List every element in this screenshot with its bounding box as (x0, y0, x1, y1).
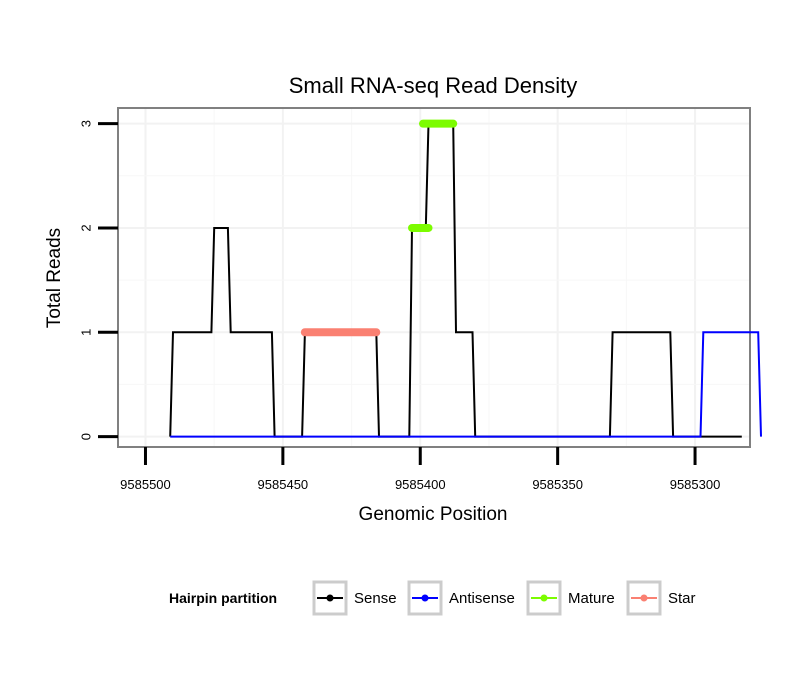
y-tick-label-1: 1 (79, 329, 94, 336)
y-tick-label-0: 0 (79, 433, 94, 440)
x-tick-label-2: 9585400 (395, 477, 446, 492)
x-tick-label-3: 9585350 (532, 477, 583, 492)
legend-label-mature: Mature (568, 590, 615, 607)
legend-point-sense (326, 594, 334, 602)
chart-title: Small RNA-seq Read Density (289, 73, 578, 98)
legend-label-antisense: Antisense (449, 590, 515, 607)
legend-item-sense: Sense (312, 580, 397, 616)
legend-point-star (640, 594, 648, 602)
y-axis: 0 1 2 3 (79, 120, 118, 440)
legend-label-sense: Sense (354, 590, 397, 607)
legend-point-mature (540, 594, 548, 602)
legend-label-star: Star (668, 590, 696, 607)
x-tick-label-4: 9585300 (670, 477, 721, 492)
legend-item-mature: Mature (526, 580, 615, 616)
legend-point-antisense (421, 594, 429, 602)
legend-item-antisense: Antisense (407, 580, 515, 616)
x-tick-label-1: 9585450 (258, 477, 309, 492)
legend-title: Hairpin partition (169, 590, 277, 606)
x-tick-label-0: 9585500 (120, 477, 171, 492)
y-tick-label-2: 2 (79, 224, 94, 231)
y-axis-title: Total Reads (44, 228, 65, 328)
plot-panel (117, 107, 751, 448)
legend: Hairpin partition Sense Antisense Mature… (169, 580, 696, 616)
series-line-antisense (170, 331, 762, 438)
series-layer (169, 119, 762, 438)
x-axis-title: Genomic Position (359, 504, 508, 525)
x-axis: 9585500 9585450 9585400 9585350 9585300 (120, 447, 720, 492)
y-tick-label-3: 3 (79, 120, 94, 127)
legend-item-star: Star (626, 580, 696, 616)
